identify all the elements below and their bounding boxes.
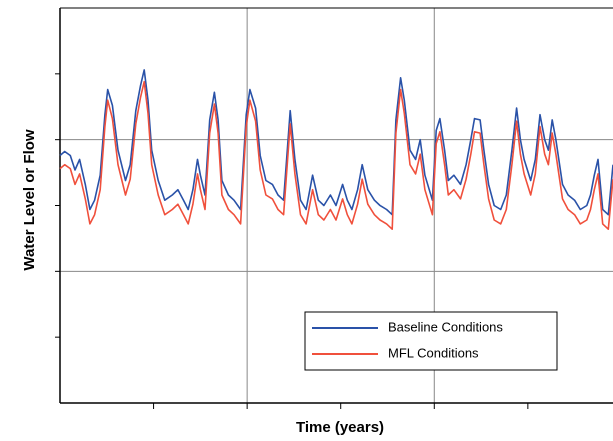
legend-label: MFL Conditions xyxy=(388,345,479,360)
legend-label: Baseline Conditions xyxy=(388,319,503,334)
series-line xyxy=(59,69,613,216)
y-axis-title: Water Level or Flow xyxy=(21,129,38,270)
legend-box xyxy=(304,311,558,371)
series-line xyxy=(59,80,613,230)
x-axis-title: Time (years) xyxy=(296,419,384,436)
